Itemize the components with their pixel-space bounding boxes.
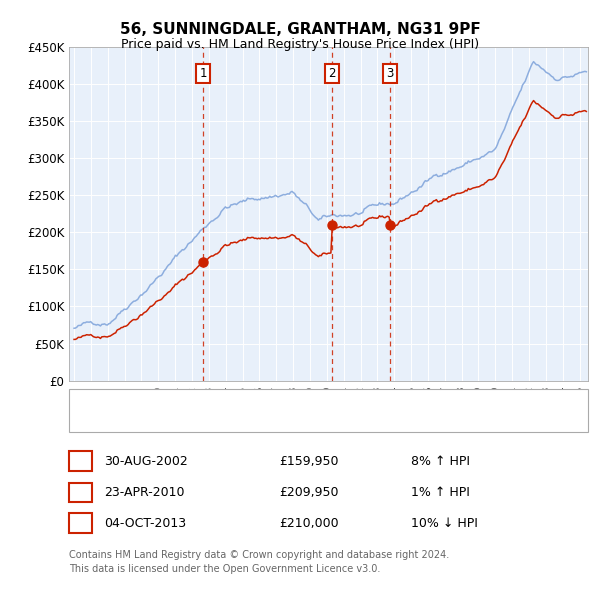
Text: 30-AUG-2002: 30-AUG-2002 <box>104 454 188 468</box>
Text: £210,000: £210,000 <box>279 516 338 530</box>
Text: £209,950: £209,950 <box>279 486 338 499</box>
Text: 8% ↑ HPI: 8% ↑ HPI <box>411 454 470 468</box>
Text: Contains HM Land Registry data © Crown copyright and database right 2024.
This d: Contains HM Land Registry data © Crown c… <box>69 550 449 574</box>
Text: 3: 3 <box>76 516 85 530</box>
Text: £159,950: £159,950 <box>279 454 338 468</box>
Text: Price paid vs. HM Land Registry's House Price Index (HPI): Price paid vs. HM Land Registry's House … <box>121 38 479 51</box>
Text: 1: 1 <box>76 454 85 468</box>
Text: 56, SUNNINGDALE, GRANTHAM, NG31 9PF: 56, SUNNINGDALE, GRANTHAM, NG31 9PF <box>119 22 481 37</box>
Text: 10% ↓ HPI: 10% ↓ HPI <box>411 516 478 530</box>
Text: 56, SUNNINGDALE, GRANTHAM, NG31 9PF (detached house): 56, SUNNINGDALE, GRANTHAM, NG31 9PF (det… <box>115 396 452 406</box>
Text: 3: 3 <box>386 67 394 80</box>
Text: 2: 2 <box>76 486 85 499</box>
Text: HPI: Average price, detached house, South Kesteven: HPI: Average price, detached house, Sout… <box>115 415 409 425</box>
Text: 1: 1 <box>199 67 207 80</box>
Text: 1% ↑ HPI: 1% ↑ HPI <box>411 486 470 499</box>
Text: 23-APR-2010: 23-APR-2010 <box>104 486 184 499</box>
Text: 04-OCT-2013: 04-OCT-2013 <box>104 516 186 530</box>
Text: 2: 2 <box>328 67 336 80</box>
